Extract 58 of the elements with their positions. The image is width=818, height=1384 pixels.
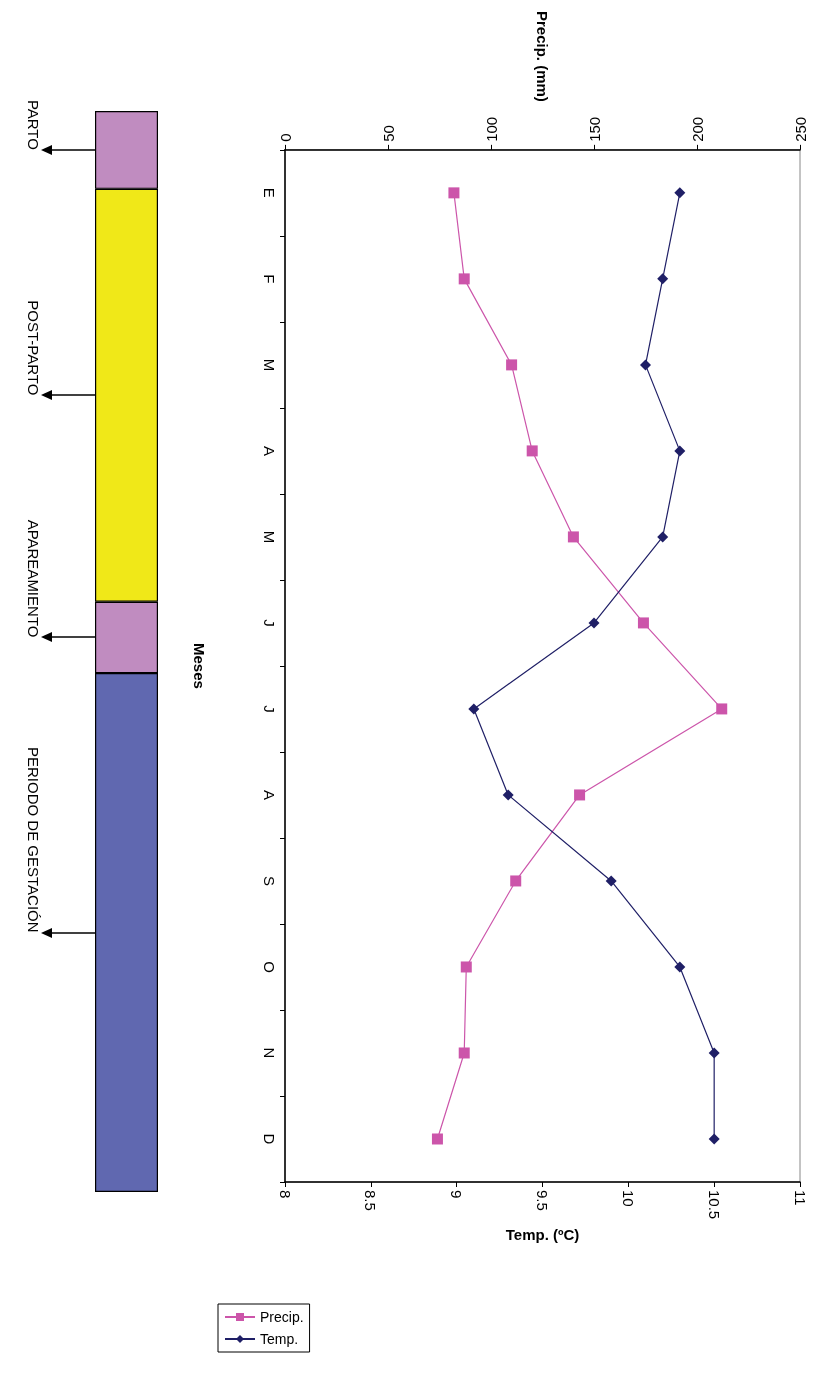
point [567,531,579,543]
x2-tick-label: 150 [585,116,603,142]
point [674,961,686,973]
x-tick-label: 10 [619,1190,637,1207]
point [588,617,600,629]
x-axis-title: Temp. (ºC) [505,1226,580,1244]
y-tick-label: J [261,619,278,627]
text: PERIODO DE GESTACIÓN [24,746,42,933]
x-tick-label: 11 [791,1190,809,1206]
y-tick-label: J [261,705,278,713]
y-axis-title: Meses [191,642,208,689]
point [674,187,686,199]
y-tick-label: E [261,187,278,198]
point [468,703,480,715]
y-tick-label: A [261,445,278,456]
point [526,445,538,457]
point [502,789,514,801]
text: POST-PARTO [24,300,42,396]
y-tick-label: O [261,961,278,973]
point [708,1133,720,1145]
point [431,1133,443,1145]
x-tick-label: 9.5 [534,1190,551,1211]
point [640,359,651,371]
y-tick-label: D [261,1133,278,1145]
x-tick-label: 9 [448,1190,466,1199]
point [657,273,669,285]
point [674,445,686,457]
point [637,617,649,629]
y-tick-label: F [261,274,278,284]
point [510,875,522,887]
y-tick-label: N [261,1047,278,1059]
x-tick-label: 8 [276,1190,294,1199]
point [708,1047,720,1059]
point [716,703,728,715]
x-tick-label: 10.5 [705,1190,723,1220]
x2-tick-label: 100 [482,116,500,142]
point [458,273,470,285]
x2-tick-label: 50 [379,125,397,142]
y-tick-label: S [261,875,278,886]
point [574,789,586,801]
legend-label: Temp. [260,1331,299,1347]
x2-axis-title: Precip. (mm) [534,11,551,102]
y-tick-label: M [261,530,278,544]
point [460,961,472,973]
x2-tick-label: 250 [791,116,809,142]
point [448,187,460,199]
text: PARTO [24,99,42,150]
point [506,359,518,371]
x2-tick-label: 0 [276,133,294,142]
y-tick-label: A [261,789,278,800]
point [657,531,669,543]
point [605,875,617,887]
x2-tick-label: 200 [688,116,706,142]
y-tick-label: M [261,358,278,372]
text: APAREAMIENTO [24,519,42,638]
legend-label: Precip. [260,1309,304,1325]
point [458,1047,470,1059]
x-tick-label: 8.5 [362,1190,380,1211]
